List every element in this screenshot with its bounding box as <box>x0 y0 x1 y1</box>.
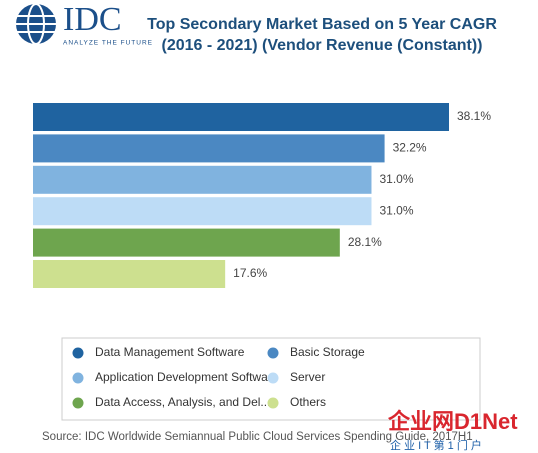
logo-name: IDC <box>63 1 122 38</box>
logo-tagline: ANALYZE THE FUTURE <box>63 40 153 47</box>
chart-title: Top Secondary Market Based on 5 Year CAG… <box>147 16 497 33</box>
bar <box>33 228 340 257</box>
bar <box>33 260 226 288</box>
bar <box>33 103 449 131</box>
value-label: 38.1% <box>457 109 491 123</box>
watermark-slogan: 企 业 I T 第 1 门 户 <box>390 438 482 452</box>
legend-label: Others <box>290 395 326 409</box>
source: Source: IDC Worldwide Semiannual Public … <box>42 431 473 443</box>
legend-swatch <box>267 372 279 384</box>
bar <box>33 134 385 163</box>
legend-swatch <box>267 397 279 409</box>
value-label: 17.6% <box>233 266 267 280</box>
legend-label: Data Access, Analysis, and Del... <box>95 395 270 409</box>
value-label: 28.1% <box>348 235 382 249</box>
legend-swatch <box>72 397 84 409</box>
legend-label: Basic Storage <box>290 345 365 359</box>
logo-globe <box>16 3 56 45</box>
legend-swatch <box>72 372 84 384</box>
value-label: 32.2% <box>393 141 427 155</box>
legend-label: Server <box>290 370 325 384</box>
watermark-brand: 企业网D1Net <box>387 409 518 434</box>
legend-swatch <box>267 347 279 359</box>
legend-swatch <box>72 347 84 359</box>
value-label: 31.0% <box>379 203 413 217</box>
chart-subtitle: (2016 - 2021) (Vendor Revenue (Constant)… <box>162 37 483 54</box>
legend-label: Data Management Software <box>95 345 245 359</box>
legend-label: Application Development Softwa... <box>95 370 278 384</box>
value-label: 31.0% <box>379 172 413 186</box>
bar <box>33 197 372 226</box>
bar <box>33 165 372 194</box>
